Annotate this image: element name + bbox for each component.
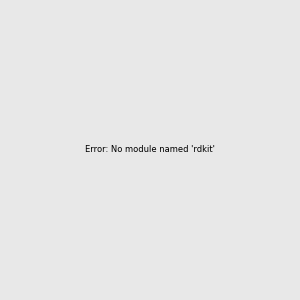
Text: Error: No module named 'rdkit': Error: No module named 'rdkit': [85, 146, 215, 154]
